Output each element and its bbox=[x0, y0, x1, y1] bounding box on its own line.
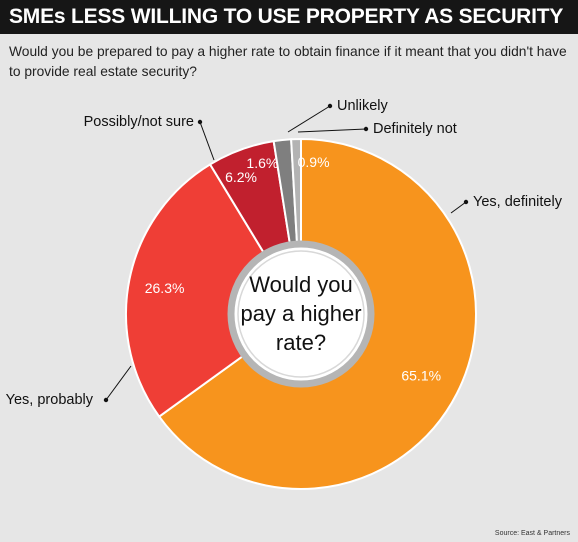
leader-line bbox=[199, 121, 215, 161]
value-label: 0.9% bbox=[298, 154, 330, 170]
leader-line bbox=[287, 105, 331, 133]
leader-dot bbox=[463, 199, 469, 205]
category-label: Definitely not bbox=[373, 121, 457, 137]
leader-line bbox=[450, 201, 467, 214]
leader-line bbox=[105, 365, 132, 401]
leader-dot bbox=[103, 397, 109, 403]
category-label: Yes, probably bbox=[6, 392, 94, 408]
chart-subtitle: Would you be prepared to pay a higher ra… bbox=[9, 44, 567, 79]
chart-title: SMEs LESS WILLING TO USE PROPERTY AS SEC… bbox=[0, 0, 578, 34]
value-label: 65.1% bbox=[401, 367, 441, 383]
leader-dot bbox=[327, 103, 333, 109]
center-text-line: rate? bbox=[276, 330, 326, 355]
leader-dot bbox=[363, 126, 369, 132]
value-label: 1.6% bbox=[246, 155, 278, 171]
category-label: Unlikely bbox=[337, 98, 389, 114]
value-label: 6.2% bbox=[225, 169, 257, 185]
value-label: 26.3% bbox=[145, 280, 185, 296]
leader-dot bbox=[197, 119, 203, 125]
center-text-line: pay a higher bbox=[240, 301, 361, 326]
category-label: Yes, definitely bbox=[473, 194, 563, 210]
center-text-line: Would you bbox=[249, 272, 353, 297]
leader-line bbox=[297, 128, 367, 133]
source-note: Source: East & Partners bbox=[494, 530, 570, 537]
category-label: Possibly/not sure bbox=[84, 114, 194, 130]
center-disc bbox=[237, 250, 365, 378]
